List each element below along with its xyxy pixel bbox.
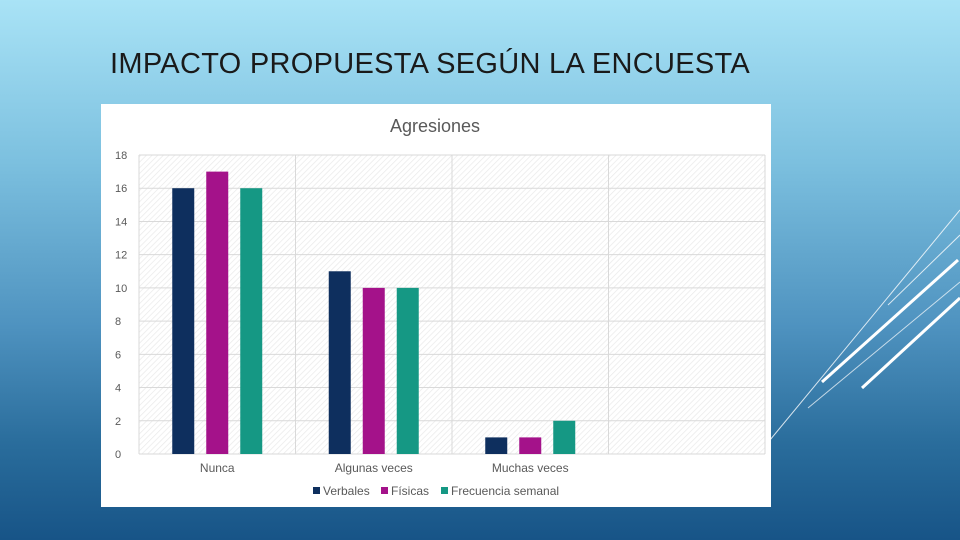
bar: [553, 420, 576, 454]
bar: [328, 271, 351, 454]
bar-chart: Agresiones 0 2 4 6 8 10 12 14 16 18 Nunca Algunas v…: [115, 116, 766, 498]
y-tick-label: 18: [115, 150, 127, 162]
y-tick-label: 0: [115, 449, 121, 461]
bar: [362, 287, 385, 454]
x-tick-label: Muchas veces: [492, 461, 569, 475]
y-tick-label: 12: [115, 250, 127, 262]
chart-title: Agresiones: [390, 116, 480, 136]
slide-title: IMPACTO PROPUESTA SEGÚN LA ENCUESTA: [110, 48, 751, 80]
bar: [519, 437, 542, 454]
bar: [240, 188, 263, 454]
y-tick-label: 14: [115, 216, 127, 228]
legend-label: Físicas: [391, 484, 429, 498]
legend-swatch: [313, 487, 320, 494]
legend-label: Frecuencia semanal: [451, 484, 559, 498]
legend-swatch: [441, 487, 448, 494]
bar: [172, 188, 195, 454]
y-tick-label: 6: [115, 349, 121, 361]
y-tick-label: 10: [115, 283, 127, 295]
legend-label: Verbales: [323, 484, 370, 498]
x-tick-label: Nunca: [200, 461, 235, 475]
legend-swatch: [381, 487, 388, 494]
x-tick-label: Algunas veces: [335, 461, 413, 475]
bar: [396, 287, 419, 454]
y-tick-label: 16: [115, 183, 127, 195]
y-tick-label: 2: [115, 416, 121, 428]
bar: [485, 437, 508, 454]
chart-panel: Agresiones 0 2 4 6 8 10 12 14 16 18 Nunca Algunas v…: [101, 104, 771, 507]
y-tick-label: 4: [115, 383, 121, 395]
y-tick-label: 8: [115, 316, 121, 328]
bar: [206, 171, 229, 454]
